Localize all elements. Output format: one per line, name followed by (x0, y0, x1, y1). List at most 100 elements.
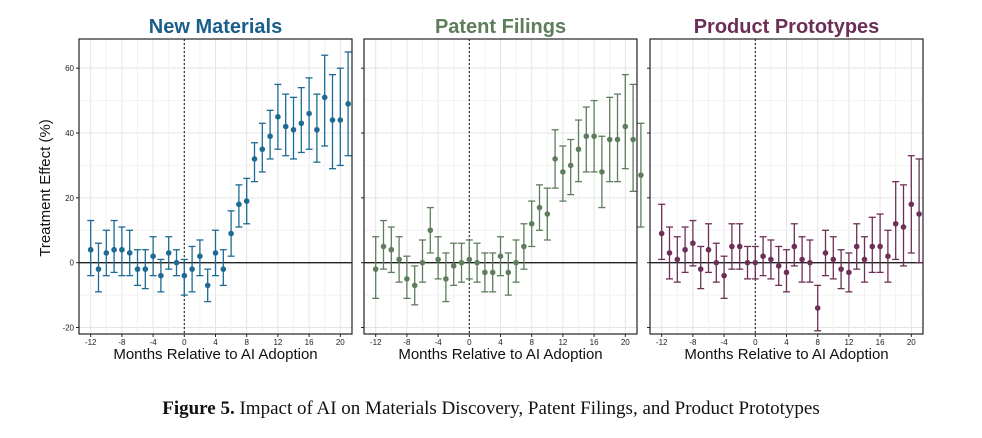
y-tick-label: 20 (65, 194, 74, 203)
data-point (119, 246, 125, 253)
x-tick-label: 16 (590, 338, 599, 347)
data-point (908, 201, 915, 208)
data-point (290, 126, 297, 133)
data-point (861, 256, 868, 263)
data-point (259, 146, 266, 153)
data-point (126, 250, 133, 256)
x-axis-label: Months Relative to AI Adoption (398, 346, 602, 363)
data-point (682, 246, 688, 253)
x-tick-label: 12 (558, 338, 567, 347)
data-point (345, 101, 351, 107)
y-tick-label: 40 (65, 129, 74, 138)
panel-1: New Materials -12 -8 -4 0 4 8 12 16 20 -20 0 20 40 60 M… (62, 16, 353, 363)
x-tick-label: 16 (876, 338, 885, 347)
data-point (877, 243, 883, 250)
data-point (838, 266, 844, 272)
x-tick-label: 8 (529, 338, 534, 347)
data-point (204, 282, 211, 289)
x-tick-label: 8 (244, 338, 249, 347)
data-point (606, 136, 613, 143)
panel-title: New Materials (149, 16, 282, 38)
data-point (666, 250, 673, 256)
data-point (404, 276, 410, 282)
data-point (321, 94, 328, 101)
data-point (306, 110, 312, 117)
data-point (599, 169, 605, 175)
data-point (614, 136, 621, 143)
data-point (775, 263, 782, 269)
x-tick-label: 20 (907, 338, 916, 347)
y-tick-label: -20 (62, 324, 74, 333)
data-point (658, 230, 665, 237)
data-point (282, 123, 289, 130)
data-point (814, 305, 821, 311)
x-tick-label: 12 (273, 338, 282, 347)
x-tick-label: 8 (815, 338, 820, 347)
x-tick-label: 20 (621, 338, 630, 347)
data-point (150, 253, 156, 259)
data-point (744, 259, 751, 266)
x-tick-label: 4 (784, 338, 789, 347)
x-tick-label: -4 (150, 338, 158, 347)
data-point (721, 272, 727, 279)
x-tick-label: -12 (656, 338, 668, 347)
data-point (552, 156, 558, 162)
data-point (189, 266, 195, 272)
data-point (103, 250, 110, 256)
data-point (752, 259, 759, 266)
data-point (427, 227, 434, 234)
data-point (212, 250, 219, 256)
caption-label: Figure 5. (162, 398, 235, 419)
x-tick-label: 4 (498, 338, 503, 347)
data-point (783, 269, 790, 276)
data-point (916, 211, 922, 217)
y-tick-label: 60 (65, 64, 74, 73)
x-axis-label: Months Relative to AI Adoption (684, 346, 888, 363)
data-point (111, 246, 117, 253)
data-point (435, 256, 441, 263)
panel-title: Patent Filings (435, 16, 566, 38)
data-point (87, 246, 94, 253)
data-point (458, 259, 465, 266)
data-point (482, 269, 488, 276)
x-tick-label: -4 (721, 338, 729, 347)
x-tick-label: -4 (435, 338, 443, 347)
data-point (768, 256, 774, 263)
data-point (411, 282, 418, 289)
data-point (251, 156, 258, 162)
panel-2: Patent Filings -12 -8 -4 0 4 8 12 16 20 Months Rel… (361, 16, 645, 363)
data-point (372, 266, 379, 272)
data-point (736, 243, 743, 250)
data-point (560, 169, 566, 175)
data-point (674, 256, 681, 263)
data-point (536, 204, 543, 211)
data-point (885, 253, 891, 259)
data-point (466, 256, 473, 263)
data-point (134, 266, 141, 272)
data-point (575, 146, 582, 153)
x-tick-label: -12 (85, 338, 97, 347)
data-point (521, 243, 527, 250)
x-tick-label: 12 (844, 338, 853, 347)
data-point (513, 259, 519, 266)
x-tick-label: -8 (403, 338, 411, 347)
data-point (497, 253, 504, 259)
data-point (900, 224, 907, 230)
data-point (419, 259, 426, 266)
data-point (869, 243, 876, 250)
data-point (791, 243, 798, 250)
data-point (760, 253, 766, 259)
x-axis-label: Months Relative to AI Adoption (113, 346, 317, 363)
x-tick-label: 4 (213, 338, 218, 347)
data-point (380, 243, 387, 250)
data-point (228, 230, 234, 237)
x-tick-label: -8 (118, 338, 126, 347)
figure-caption: Figure 5. Impact of AI on Materials Disc… (0, 398, 982, 420)
data-point (337, 117, 344, 123)
data-point (474, 259, 480, 266)
data-point (807, 259, 813, 266)
data-point (197, 253, 203, 259)
x-tick-label: 0 (753, 338, 758, 347)
data-point (583, 133, 590, 140)
